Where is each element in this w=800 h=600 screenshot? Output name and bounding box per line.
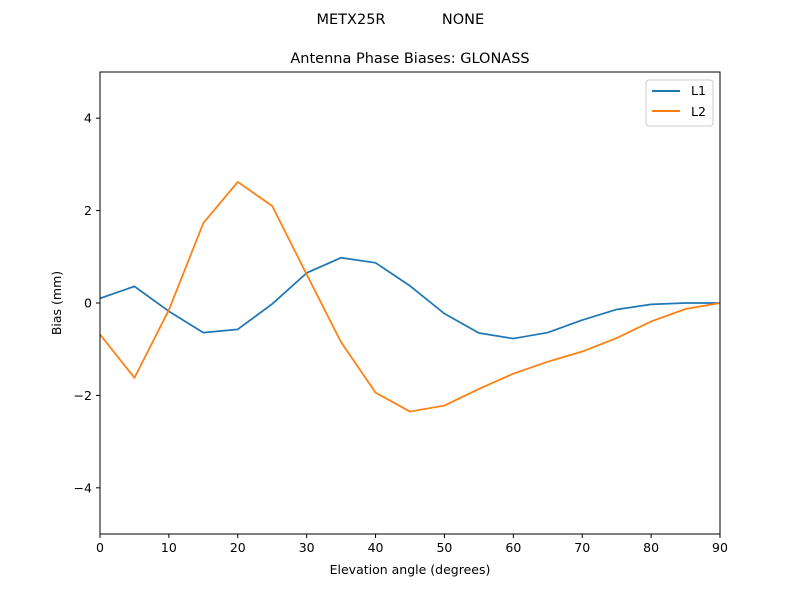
x-tick-label: 90 <box>712 540 728 555</box>
y-tick-label: −2 <box>74 388 92 403</box>
chart-title: Antenna Phase Biases: GLONASS <box>290 51 529 67</box>
x-tick-label: 40 <box>368 540 384 555</box>
x-tick-label: 70 <box>574 540 590 555</box>
x-tick-label: 30 <box>299 540 315 555</box>
y-tick-label: 2 <box>84 203 92 218</box>
y-tick-label: 0 <box>84 296 92 311</box>
x-tick-label: 50 <box>436 540 452 555</box>
legend: L1 L2 <box>645 79 714 127</box>
plot-lines <box>99 181 721 413</box>
series-line-l1 <box>99 256 720 340</box>
x-tick-label: 0 <box>96 540 104 555</box>
y-axis-label: Bias (mm) <box>49 271 64 335</box>
figure-title-station: METX25R <box>317 12 386 28</box>
x-tick-label: 20 <box>230 540 246 555</box>
figure-title-antenna: NONE <box>442 12 484 28</box>
x-tick-label: 10 <box>161 540 177 555</box>
plot-area-frame <box>99 71 721 535</box>
y-tick-label: −4 <box>74 480 92 495</box>
x-tick-label: 80 <box>643 540 659 555</box>
y-tick-label: 4 <box>84 111 92 126</box>
x-tick-label: 60 <box>505 540 521 555</box>
series-line-l2 <box>99 181 721 413</box>
y-axis-ticks: −4 −2 0 2 4 <box>74 111 100 495</box>
legend-label-l1: L1 <box>691 83 706 98</box>
x-axis-ticks: 0 10 20 30 40 50 60 70 80 90 <box>96 534 728 555</box>
x-axis-label: Elevation angle (degrees) <box>330 562 491 577</box>
legend-label-l2: L2 <box>691 104 706 119</box>
